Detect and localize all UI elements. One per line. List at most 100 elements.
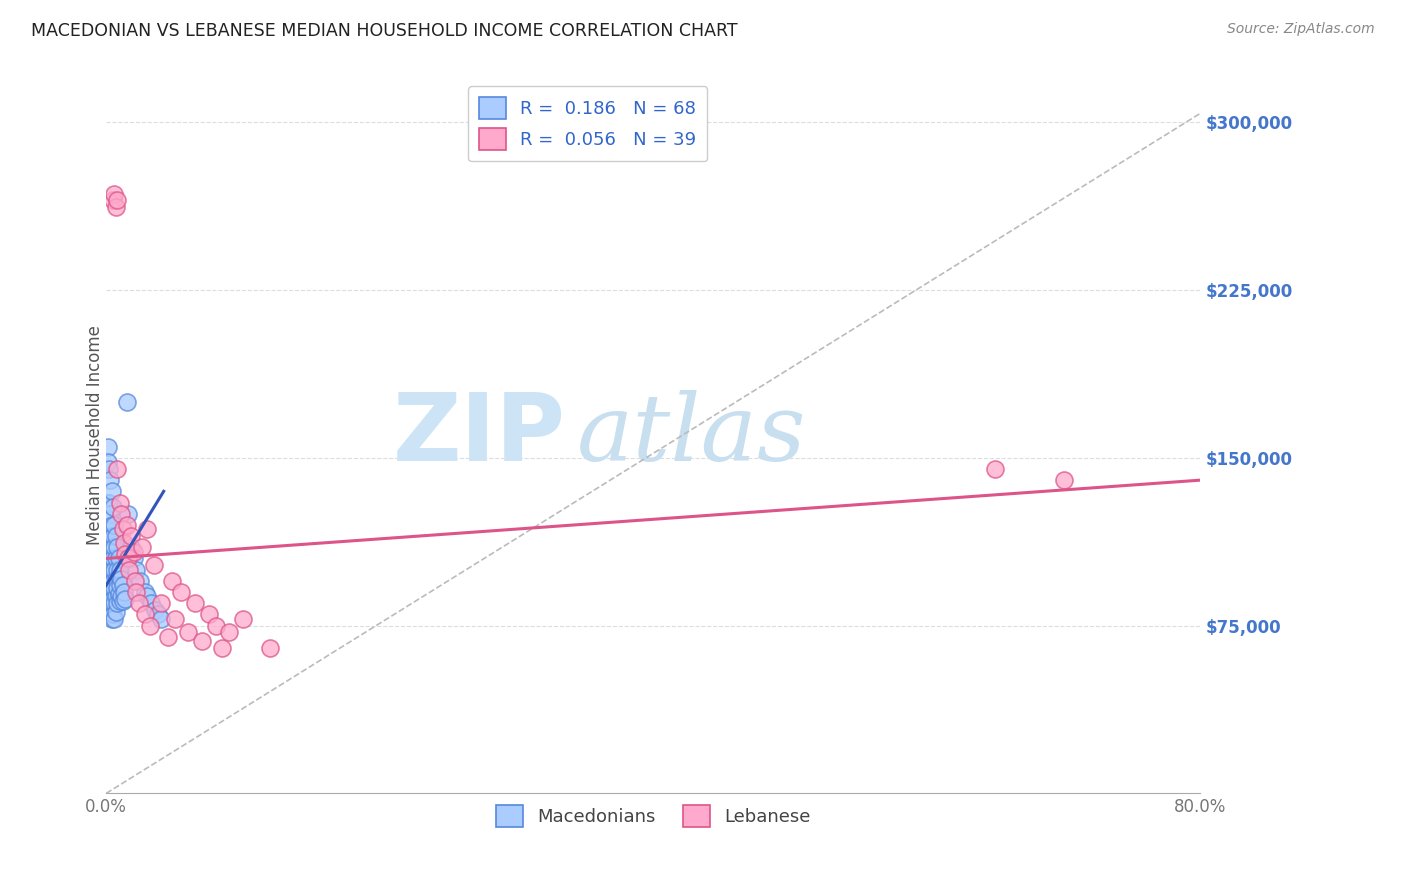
- Point: [101, 500, 124, 514]
- Point: [125, 563, 148, 577]
- Point: [101, 574, 124, 588]
- Point: [100, 596, 122, 610]
- Text: atlas: atlas: [576, 391, 806, 481]
- Point: [98, 522, 121, 536]
- Point: [149, 612, 172, 626]
- Point: [124, 574, 146, 588]
- Point: [177, 625, 200, 640]
- Point: [98, 473, 121, 487]
- Point: [149, 596, 172, 610]
- Point: [111, 594, 134, 608]
- Point: [141, 596, 163, 610]
- Point: [112, 585, 135, 599]
- Point: [131, 541, 153, 555]
- Point: [136, 590, 159, 604]
- Point: [156, 630, 179, 644]
- Point: [105, 596, 128, 610]
- Point: [104, 551, 127, 566]
- Point: [104, 529, 127, 543]
- Point: [97, 440, 120, 454]
- Point: [103, 541, 125, 555]
- Point: [145, 603, 167, 617]
- Point: [204, 618, 226, 632]
- Point: [122, 545, 145, 559]
- Point: [1053, 473, 1076, 487]
- Point: [101, 194, 124, 208]
- Point: [101, 551, 124, 566]
- Point: [107, 587, 129, 601]
- Point: [120, 529, 142, 543]
- Point: [259, 640, 281, 655]
- Point: [104, 200, 127, 214]
- Point: [98, 551, 121, 566]
- Text: ZIP: ZIP: [392, 390, 565, 482]
- Point: [98, 495, 121, 509]
- Point: [107, 569, 129, 583]
- Point: [104, 572, 127, 586]
- Point: [125, 585, 148, 599]
- Point: [98, 569, 121, 583]
- Point: [98, 507, 121, 521]
- Point: [110, 507, 132, 521]
- Point: [108, 578, 131, 592]
- Point: [118, 563, 141, 577]
- Point: [184, 596, 207, 610]
- Point: [218, 625, 240, 640]
- Point: [120, 541, 142, 555]
- Point: [110, 590, 132, 604]
- Point: [98, 529, 121, 543]
- Point: [122, 551, 145, 566]
- Point: [232, 612, 254, 626]
- Point: [111, 578, 134, 592]
- Point: [129, 574, 152, 588]
- Point: [160, 574, 183, 588]
- Point: [105, 563, 128, 577]
- Point: [112, 535, 135, 549]
- Point: [105, 541, 128, 555]
- Point: [191, 634, 214, 648]
- Point: [117, 551, 139, 566]
- Point: [114, 547, 136, 561]
- Point: [134, 607, 156, 622]
- Point: [100, 517, 122, 532]
- Point: [98, 462, 121, 476]
- Point: [114, 591, 136, 606]
- Point: [107, 551, 129, 566]
- Point: [110, 572, 132, 586]
- Point: [134, 585, 156, 599]
- Text: MACEDONIAN VS LEBANESE MEDIAN HOUSEHOLD INCOME CORRELATION CHART: MACEDONIAN VS LEBANESE MEDIAN HOUSEHOLD …: [31, 22, 738, 40]
- Point: [103, 581, 125, 595]
- Point: [115, 517, 138, 532]
- Point: [984, 462, 1007, 476]
- Point: [108, 594, 131, 608]
- Y-axis label: Median Household Income: Median Household Income: [86, 326, 104, 545]
- Point: [108, 563, 131, 577]
- Point: [98, 600, 121, 615]
- Point: [101, 529, 124, 543]
- Point: [103, 596, 125, 610]
- Point: [98, 585, 121, 599]
- Point: [100, 612, 122, 626]
- Point: [108, 495, 131, 509]
- Point: [198, 607, 221, 622]
- Point: [103, 517, 125, 532]
- Point: [128, 596, 150, 610]
- Point: [98, 567, 121, 582]
- Point: [111, 522, 134, 536]
- Point: [143, 558, 166, 573]
- Point: [100, 563, 122, 577]
- Point: [139, 618, 162, 632]
- Point: [100, 541, 122, 555]
- Point: [103, 612, 125, 626]
- Point: [104, 605, 127, 619]
- Point: [105, 194, 128, 208]
- Point: [105, 462, 128, 476]
- Point: [97, 495, 120, 509]
- Legend: Macedonians, Lebanese: Macedonians, Lebanese: [489, 798, 818, 834]
- Point: [105, 581, 128, 595]
- Text: Source: ZipAtlas.com: Source: ZipAtlas.com: [1227, 22, 1375, 37]
- Point: [211, 640, 233, 655]
- Point: [136, 522, 159, 536]
- Point: [103, 563, 125, 577]
- Point: [101, 607, 124, 622]
